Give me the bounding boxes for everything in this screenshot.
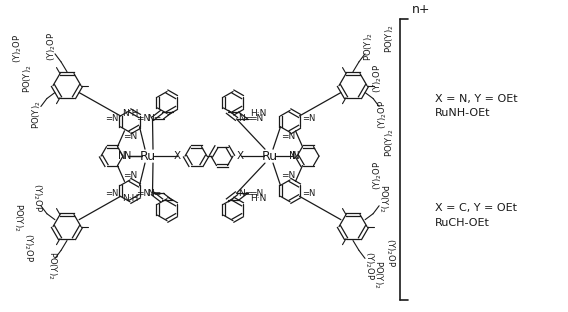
Text: (Y)$_2$OP: (Y)$_2$OP — [46, 32, 59, 61]
Text: =N: =N — [105, 114, 118, 123]
Text: H·N: H·N — [250, 194, 267, 203]
Text: (Y)$_2$OP: (Y)$_2$OP — [12, 34, 24, 63]
Text: N: N — [289, 151, 296, 161]
Text: PO(Y)$_2$: PO(Y)$_2$ — [384, 25, 396, 53]
Text: N·H: N·H — [122, 110, 139, 119]
Text: N=: N= — [239, 115, 253, 124]
Text: N=: N= — [147, 115, 161, 124]
Text: X = N, Y = OEt: X = N, Y = OEt — [435, 94, 517, 104]
Text: RuCH-OEt: RuCH-OEt — [435, 218, 490, 228]
Text: PO(Y)$_2$: PO(Y)$_2$ — [363, 33, 375, 61]
Text: =N: =N — [123, 132, 137, 141]
Text: =N: =N — [249, 189, 264, 198]
Text: PO(Y)$_2$: PO(Y)$_2$ — [12, 203, 24, 232]
Text: H·N: H·N — [250, 110, 267, 119]
Text: =N: =N — [136, 115, 151, 124]
Text: =N: =N — [302, 114, 315, 123]
Text: X: X — [174, 151, 181, 161]
Text: N=: N= — [239, 189, 253, 198]
Text: Ru: Ru — [140, 150, 156, 163]
Text: =N: =N — [281, 172, 295, 180]
Text: X = C, Y = OEt: X = C, Y = OEt — [435, 203, 517, 213]
Text: =N: =N — [249, 115, 264, 124]
Text: (Y)$_2$OP: (Y)$_2$OP — [377, 100, 390, 129]
Text: =N: =N — [105, 189, 118, 198]
Text: =N: =N — [123, 172, 137, 180]
Text: PO(Y)$_2$: PO(Y)$_2$ — [371, 260, 384, 289]
Text: PO(Y)$_2$: PO(Y)$_2$ — [22, 64, 34, 93]
Text: (Y)$_2$OP: (Y)$_2$OP — [371, 160, 384, 190]
Text: PO(Y)$_2$: PO(Y)$_2$ — [384, 129, 396, 158]
Text: RuNH-OEt: RuNH-OEt — [435, 109, 491, 119]
Text: N=: N= — [147, 189, 161, 198]
Text: N: N — [124, 151, 131, 161]
Text: (Y)$_2$OP: (Y)$_2$OP — [371, 64, 384, 93]
Text: PO(Y)$_2$: PO(Y)$_2$ — [31, 100, 43, 129]
Text: =N: =N — [302, 189, 315, 198]
Text: =N: =N — [136, 189, 151, 198]
Text: PO(Y)$_2$: PO(Y)$_2$ — [377, 183, 390, 212]
Text: n+: n+ — [412, 3, 431, 16]
Text: PO(Y)$_2$: PO(Y)$_2$ — [46, 251, 59, 280]
Text: X: X — [237, 151, 244, 161]
Text: N: N — [118, 151, 126, 161]
Text: (Y)$_2$OP: (Y)$_2$OP — [31, 183, 43, 212]
Text: (Y)$_2$OP: (Y)$_2$OP — [384, 238, 396, 267]
Text: (Y)$_2$OP: (Y)$_2$OP — [363, 251, 375, 280]
Text: Ru: Ru — [262, 150, 278, 163]
Text: N: N — [292, 151, 300, 161]
Text: N·H: N·H — [122, 194, 139, 203]
Text: (Y)$_2$OP: (Y)$_2$OP — [22, 233, 34, 262]
Text: =N: =N — [281, 132, 295, 141]
